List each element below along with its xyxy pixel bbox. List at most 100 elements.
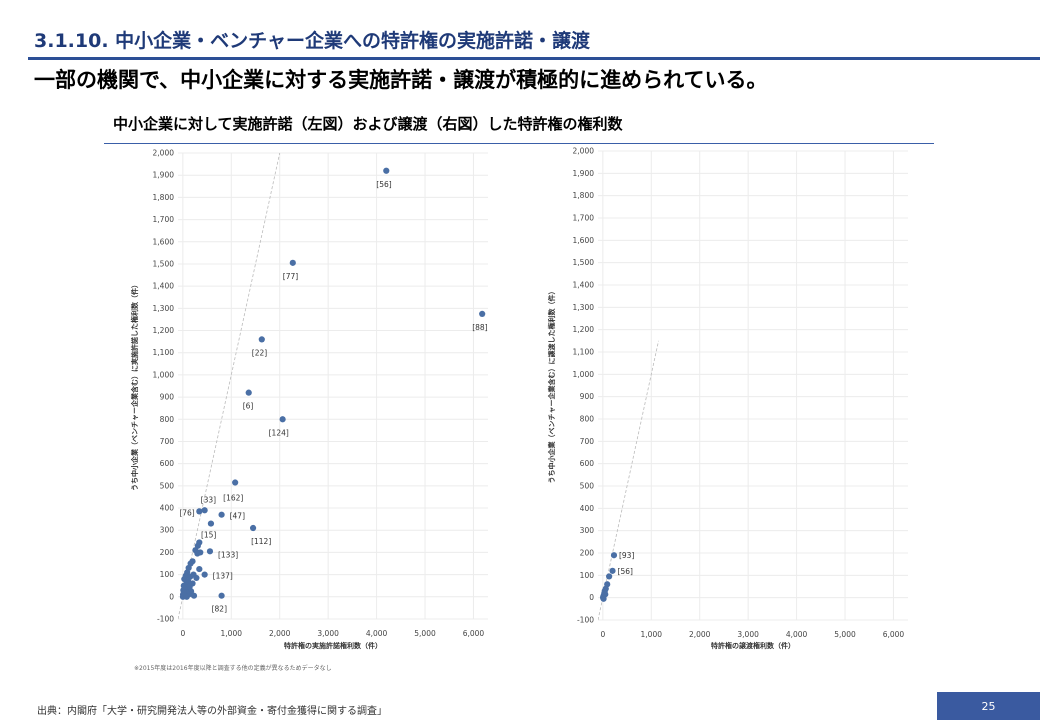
- right-x-tick-label: 1,000: [641, 630, 663, 639]
- left-y-tick-label: 1,800: [153, 193, 175, 202]
- left-data-point: [207, 520, 215, 527]
- right-y-axis-label: うち中小企業（ベンチャー企業含む）に譲渡した権利数（件）: [547, 288, 556, 484]
- left-data-point: [201, 571, 208, 578]
- left-data-label: [6]: [243, 402, 254, 411]
- right-y-tick-label: 800: [580, 415, 595, 424]
- right-y-tick-label: -100: [577, 616, 594, 625]
- left-data-label: [162]: [223, 494, 243, 503]
- left-y-tick-label: 600: [160, 459, 175, 468]
- source-citation: 出典：内閣府「大学・研究開発法人等の外部資金・寄付金獲得に関する調査」: [37, 706, 387, 717]
- left-data-point: [258, 336, 265, 343]
- left-data-point: [196, 508, 203, 515]
- right-x-tick-label: 6,000: [883, 630, 905, 639]
- right-y-tick-label: 100: [580, 571, 595, 580]
- right-reference-line: [598, 340, 659, 620]
- right-y-tick-label: 1,100: [573, 348, 595, 357]
- left-y-tick-label: 300: [160, 526, 175, 535]
- left-y-tick-label: 1,900: [153, 171, 175, 180]
- right-y-tick-label: 900: [580, 392, 595, 401]
- left-data-label: [133]: [218, 550, 238, 559]
- left-data-label: [112]: [251, 537, 271, 546]
- left-data-label: [82]: [212, 605, 227, 614]
- right-x-tick-label: 2,000: [689, 630, 711, 639]
- left-data-point: [201, 507, 208, 514]
- left-data-point: [383, 167, 390, 174]
- left-data-point: [183, 593, 190, 600]
- left-data-point: [206, 548, 214, 555]
- left-x-tick-label: 4,000: [366, 629, 388, 638]
- right-y-tick-label: 300: [580, 526, 595, 535]
- left-data-label: [33]: [201, 495, 216, 504]
- right-y-tick-label: 1,300: [573, 303, 595, 312]
- left-x-tick-label: 1,000: [221, 629, 243, 638]
- section-title: 3.1.10. 中小企業・ベンチャー企業への特許権の実施許諾・譲渡: [34, 30, 590, 52]
- left-y-tick-label: -100: [157, 615, 174, 624]
- left-data-point: [218, 511, 225, 518]
- left-data-label: [22]: [252, 348, 267, 357]
- right-x-tick-label: 3,000: [737, 630, 759, 639]
- left-y-tick-label: 1,100: [153, 348, 175, 357]
- left-y-tick-label: 900: [160, 393, 175, 402]
- footnote: ※2015年度は2016年度以降と調査する他の定義が異なるためデータなし: [134, 665, 332, 672]
- right-data-label: [56]: [618, 567, 633, 576]
- left-data-label: [56]: [376, 180, 391, 189]
- left-data-label: [15]: [201, 531, 216, 540]
- left-y-axis-label: うち中小企業（ベンチャー企業含む）に実施許諾した権利数（件）: [130, 281, 139, 491]
- transfer-scatter-chart: -100 0 100 200 300 400 500 600 700 800 900 1,000 1,1…: [547, 147, 908, 650]
- left-data-label: [137]: [213, 572, 233, 581]
- left-reference-line: [178, 153, 281, 619]
- right-data-point: [606, 573, 613, 580]
- left-x-tick-label: 5,000: [414, 629, 436, 638]
- chart-heading: 中小企業に対して実施許諾（左図）および譲渡（右図）した特許権の権利数: [113, 115, 623, 133]
- left-data-point: [196, 565, 203, 573]
- right-y-tick-label: 1,700: [573, 214, 595, 223]
- left-y-tick-label: 1,300: [153, 304, 175, 313]
- left-data-point: [218, 592, 225, 599]
- left-data-point: [249, 524, 257, 532]
- left-y-tick-label: 800: [160, 415, 175, 424]
- left-data-point: [279, 416, 286, 423]
- right-data-point: [609, 567, 616, 574]
- left-y-tick-label: 200: [160, 548, 175, 557]
- right-y-tick-label: 1,900: [573, 169, 595, 178]
- left-x-tick-label: 2,000: [269, 629, 291, 638]
- left-y-tick-label: 1,500: [153, 259, 175, 268]
- right-y-tick-label: 2,000: [573, 147, 595, 156]
- left-data-label: [77]: [283, 272, 298, 281]
- right-y-tick-label: 700: [580, 437, 595, 446]
- left-data-label: [76]: [179, 508, 194, 517]
- title-divider: [28, 57, 1040, 60]
- right-y-tick-label: 1,000: [573, 370, 595, 379]
- left-y-tick-label: 1,700: [153, 215, 175, 224]
- right-y-tick-label: 600: [580, 459, 595, 468]
- right-x-tick-label: 5,000: [834, 630, 856, 639]
- right-x-tick-label: 0: [600, 630, 605, 639]
- right-x-axis-label: 特許権の譲渡権利数（件）: [711, 641, 795, 650]
- right-y-tick-label: 400: [580, 504, 595, 513]
- left-y-tick-label: 500: [160, 481, 175, 490]
- left-data-point: [180, 589, 187, 596]
- left-x-tick-label: 6,000: [463, 629, 485, 638]
- left-data-point: [190, 592, 198, 599]
- left-y-tick-label: 0: [169, 592, 174, 601]
- right-data-label: [93]: [619, 551, 634, 560]
- left-y-tick-label: 1,400: [153, 282, 175, 291]
- left-data-point: [193, 574, 200, 582]
- left-y-tick-label: 1,000: [153, 370, 175, 379]
- left-data-point: [479, 310, 486, 317]
- left-y-tick-label: 1,600: [153, 237, 175, 246]
- left-data-label: [88]: [472, 323, 487, 332]
- chart-heading-divider: [104, 143, 934, 144]
- right-y-tick-label: 1,500: [573, 258, 595, 267]
- left-y-tick-label: 700: [160, 437, 175, 446]
- left-y-tick-label: 1,200: [153, 326, 175, 335]
- left-y-tick-label: 100: [160, 570, 175, 579]
- left-data-label: [124]: [269, 428, 289, 437]
- left-data-point: [245, 389, 252, 396]
- left-x-tick-label: 3,000: [317, 629, 339, 638]
- right-x-tick-label: 4,000: [786, 630, 808, 639]
- right-y-tick-label: 1,800: [573, 191, 595, 200]
- left-data-point: [194, 550, 201, 557]
- right-y-tick-label: 500: [580, 482, 595, 491]
